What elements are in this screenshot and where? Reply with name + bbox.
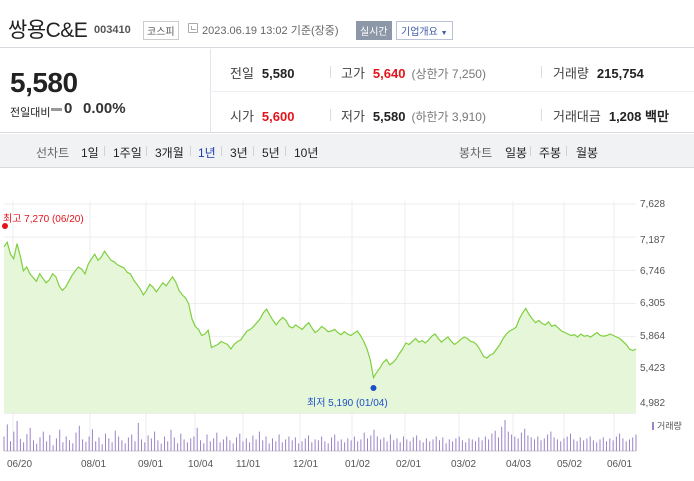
y-tick-label: 7,187 xyxy=(640,235,666,246)
stat-unit: 백만 xyxy=(645,109,669,124)
divider xyxy=(541,66,542,78)
stat-low: 저가 5,580 (하한가 3,910) xyxy=(341,106,486,125)
tab-weekly-candle[interactable]: 주봉 xyxy=(539,146,562,160)
y-tick-label: 6,305 xyxy=(640,298,666,309)
stock-name[interactable]: 쌍용C&E xyxy=(8,19,88,42)
lower-limit: (하한가 3,910) xyxy=(411,110,486,124)
stat-value: 215,754 xyxy=(596,66,644,81)
x-tick-label: 04/03 xyxy=(506,459,532,470)
stat-value: 5,580 xyxy=(372,109,406,124)
chart-period-tabs: 선차트 1일 1주일 3개월 1년 3년 5년 10년 봉차트 일봉 주봉 월봉 xyxy=(0,134,694,168)
x-tick-label: 12/01 xyxy=(293,459,319,470)
stat-value: 5,580 xyxy=(261,66,295,81)
x-tick-label: 09/01 xyxy=(138,459,164,470)
stat-prev-close: 전일 5,580 xyxy=(230,63,294,82)
company-info-label: 기업개요 xyxy=(401,27,438,38)
tab-3year[interactable]: 3년 xyxy=(230,146,248,160)
stat-label: 전일 xyxy=(230,66,254,81)
change-label: 전일대비 xyxy=(10,107,51,119)
divider xyxy=(146,146,147,156)
divider xyxy=(541,109,542,121)
x-tick-label: 05/02 xyxy=(557,459,583,470)
current-price: 5,580 xyxy=(10,67,78,98)
stock-code: 003410 xyxy=(94,24,131,36)
low-price-label: 최저 5,190 (01/04) xyxy=(307,398,388,409)
y-tick-label: 7,628 xyxy=(640,199,666,210)
volume-legend: 거래량 xyxy=(652,419,682,432)
divider xyxy=(104,146,105,156)
high-marker xyxy=(2,223,8,229)
stat-open: 시가 5,600 xyxy=(230,106,294,125)
low-marker xyxy=(370,385,377,391)
y-tick-label: 6,746 xyxy=(640,266,666,277)
x-tick-label: 06/01 xyxy=(607,459,633,470)
stat-label: 거래량 xyxy=(553,66,589,81)
change-percent: 0.00% xyxy=(83,100,126,117)
divider xyxy=(330,66,331,78)
stat-high: 고가 5,640 (상한가 7,250) xyxy=(341,63,486,82)
clock-icon xyxy=(188,23,198,33)
high-price-label: 최고 7,270 (06/20) xyxy=(3,214,84,225)
stat-label: 시가 xyxy=(230,109,254,124)
divider xyxy=(530,146,531,156)
x-tick-label: 02/01 xyxy=(396,459,422,470)
tab-daily-candle[interactable]: 일봉 xyxy=(505,146,528,160)
company-info-dropdown[interactable]: 기업개요 ▼ xyxy=(396,21,453,40)
stat-volume: 거래량 215,754 xyxy=(553,63,644,82)
line-chart-label: 선차트 xyxy=(36,146,70,160)
divider xyxy=(566,146,567,156)
price-chart-svg xyxy=(2,201,637,452)
stat-label: 고가 xyxy=(341,66,365,81)
x-tick-label: 10/04 xyxy=(188,459,214,470)
market-badge: 코스피 xyxy=(143,21,179,40)
y-tick-label: 5,864 xyxy=(640,331,666,342)
tab-1day[interactable]: 1일 xyxy=(81,146,99,160)
change-value: 0 xyxy=(64,100,73,117)
divider xyxy=(285,146,286,156)
timestamp-basis: 기준(장중) xyxy=(290,25,339,37)
tab-1year[interactable]: 1년 xyxy=(198,146,216,160)
x-tick-label: 08/01 xyxy=(81,459,107,470)
timestamp: 2023.06.19 13:02 기준(장중) xyxy=(202,22,339,38)
stat-label: 거래대금 xyxy=(553,109,601,124)
tab-monthly-candle[interactable]: 월봉 xyxy=(576,146,599,160)
price-chart[interactable]: 7,628 7,187 6,746 6,305 5,864 5,423 4,98… xyxy=(0,180,694,481)
x-tick-label: 06/20 xyxy=(7,459,33,470)
y-tick-label: 4,982 xyxy=(640,398,666,409)
tab-10year[interactable]: 10년 xyxy=(294,146,319,160)
stock-header: 쌍용C&E 003410 코스피 2023.06.19 13:02 기준(장중)… xyxy=(0,0,694,48)
divider xyxy=(221,146,222,156)
stat-value: 5,640 xyxy=(372,66,406,81)
realtime-button[interactable]: 실시간 xyxy=(356,21,392,40)
stat-label: 저가 xyxy=(341,109,365,124)
price-summary: 5,580 전일대비 0 0.00% 전일 5,580 고가 5,640 (상한가 7… xyxy=(0,49,694,133)
x-tick-label: 01/02 xyxy=(345,459,371,470)
divider xyxy=(210,91,694,92)
upper-limit: (상한가 7,250) xyxy=(411,67,486,81)
unchanged-icon xyxy=(51,108,62,111)
stat-value: 1,208 xyxy=(608,109,642,124)
stat-value: 5,600 xyxy=(261,109,295,124)
tab-3month[interactable]: 3개월 xyxy=(155,146,184,160)
y-tick-label: 5,423 xyxy=(640,363,666,374)
x-tick-label: 11/01 xyxy=(236,459,261,470)
divider xyxy=(190,146,191,156)
divider xyxy=(253,146,254,156)
timestamp-value: 2023.06.19 13:02 xyxy=(202,25,288,37)
tab-1week[interactable]: 1주일 xyxy=(113,146,142,160)
chevron-down-icon: ▼ xyxy=(440,30,448,37)
tab-5year[interactable]: 5년 xyxy=(262,146,280,160)
price-line xyxy=(3,240,637,380)
x-tick-label: 03/02 xyxy=(451,459,477,470)
candle-chart-label: 봉차트 xyxy=(459,146,493,160)
stat-amount: 거래대금 1,208 백만 xyxy=(553,106,669,125)
divider xyxy=(330,109,331,121)
